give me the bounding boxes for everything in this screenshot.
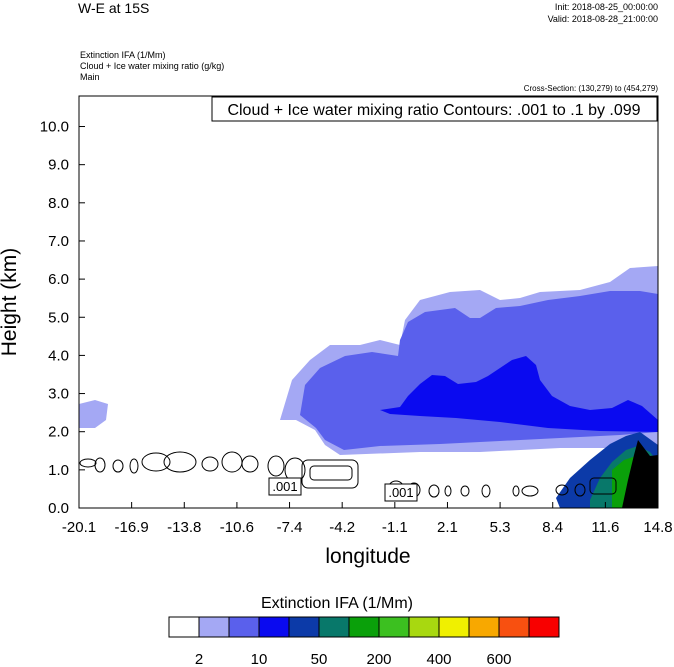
y-tick-label: 7.0 [48, 233, 69, 250]
x-tick-label: -7.4 [277, 519, 303, 536]
chart-title: Cloud + Ice water mixing ratio Contours:… [227, 102, 640, 119]
contour-line [555, 484, 569, 496]
contour-line [141, 452, 171, 472]
colorbar-label: 10 [251, 651, 268, 667]
field-label-mixing-ratio: Cloud + Ice water mixing ratio (g/kg) [80, 61, 225, 71]
colorbar-label: 50 [311, 651, 328, 667]
contour-line [481, 484, 491, 498]
y-tick-label: 5.0 [48, 309, 69, 326]
contour-line [201, 456, 219, 472]
colorbar-swatch [438, 616, 470, 638]
x-tick-label: 2.1 [437, 519, 458, 536]
axes-layer: -20.1 -16.9 -13.8 -10.6 -7.4 -4.2 -1.1 2.1 5.3 8.… [40, 119, 673, 536]
chart-title-box [211, 96, 658, 122]
contour-line [221, 451, 243, 473]
page-title: W-E at 15S [78, 0, 150, 16]
y-tick-label: 4.0 [48, 347, 69, 364]
contour-line [94, 457, 106, 473]
x-tick-label: -13.8 [167, 519, 201, 536]
colorbar-swatch [198, 616, 230, 638]
contour-label-layer: .001 .001 [268, 477, 418, 502]
contour-line [129, 458, 139, 474]
y-tick-label: 6.0 [48, 271, 69, 288]
y-tick-label: 10.0 [40, 119, 69, 136]
x-tick-label: 14.8 [643, 519, 672, 536]
colorbar-label: 400 [426, 651, 451, 667]
colorbar-swatch [318, 616, 350, 638]
contour-line [589, 477, 617, 495]
colorbar-swatch [408, 616, 440, 638]
x-tick-label: -10.6 [220, 519, 254, 536]
colorbar-swatch [348, 616, 380, 638]
x-tick-label: 11.6 [591, 519, 619, 536]
contour-line [309, 465, 353, 481]
contour-line [574, 483, 586, 497]
contour-line [79, 458, 97, 468]
field-label-extinction: Extinction IFA (1/Mm) [80, 50, 166, 60]
x-tick-label: -1.1 [382, 519, 408, 536]
colorbar-title: Extinction IFA (1/Mm) [260, 595, 414, 612]
colorbar-label: 600 [486, 651, 511, 667]
contour-line [163, 451, 197, 473]
x-tick-label: 8.4 [542, 519, 563, 536]
contour-line [267, 455, 285, 477]
contour-line [241, 455, 259, 473]
y-tick-label: 0.0 [48, 500, 69, 517]
extinction-band-50 [380, 356, 658, 432]
y-tick-label: 2.0 [48, 424, 69, 441]
colorbar-label: 2 [195, 651, 203, 667]
extinction-fill-layer [79, 266, 658, 508]
colorbar-swatch [498, 616, 530, 638]
x-tick-label: -4.2 [329, 519, 355, 536]
contour-line [521, 485, 539, 497]
colorbar: 2 10 50 200 400 600 [168, 616, 560, 667]
plot-frame [78, 95, 659, 509]
x-axis-label: longitude [325, 545, 410, 568]
contour-line [460, 485, 470, 497]
valid-time-label: Valid: 2018-08-28_21:00:00 [547, 14, 658, 24]
x-tick-label: -20.1 [62, 519, 96, 536]
contour-line [301, 459, 359, 489]
contour-line [512, 485, 520, 497]
contour-label-box [268, 477, 302, 496]
colorbar-label: 200 [366, 651, 391, 667]
colorbar-swatch [228, 616, 260, 638]
terrain [622, 440, 658, 508]
mixing-ratio-contours [79, 451, 643, 498]
extinction-band-2-left [79, 400, 108, 428]
field-label-domain: Main [80, 72, 100, 82]
x-tick-label: -16.9 [115, 519, 149, 536]
contour-line [444, 485, 452, 497]
contour-label: .001 [388, 485, 413, 500]
colorbar-swatch [468, 616, 500, 638]
colorbar-swatch [168, 616, 200, 638]
y-tick-label: 9.0 [48, 157, 69, 174]
init-time-label: Init: 2018-08-25_00:00:00 [554, 2, 658, 12]
contour-line [428, 484, 440, 498]
contour-line [629, 483, 643, 493]
y-tick-label: 1.0 [48, 462, 69, 479]
contour-label-box [384, 483, 418, 502]
x-tick-label: 5.3 [490, 519, 511, 536]
colorbar-swatch [528, 616, 560, 638]
contour-line [112, 459, 124, 473]
contour-label: .001 [272, 479, 297, 494]
colorbar-swatch [378, 616, 410, 638]
cross-section-label: Cross-Section: (130,279) to (454,279) [523, 84, 658, 93]
y-tick-label: 3.0 [48, 386, 69, 403]
y-tick-label: 8.0 [48, 195, 69, 212]
colorbar-swatch [288, 616, 320, 638]
colorbar-swatch [258, 616, 290, 638]
y-axis-label: Height (km) [0, 248, 21, 357]
